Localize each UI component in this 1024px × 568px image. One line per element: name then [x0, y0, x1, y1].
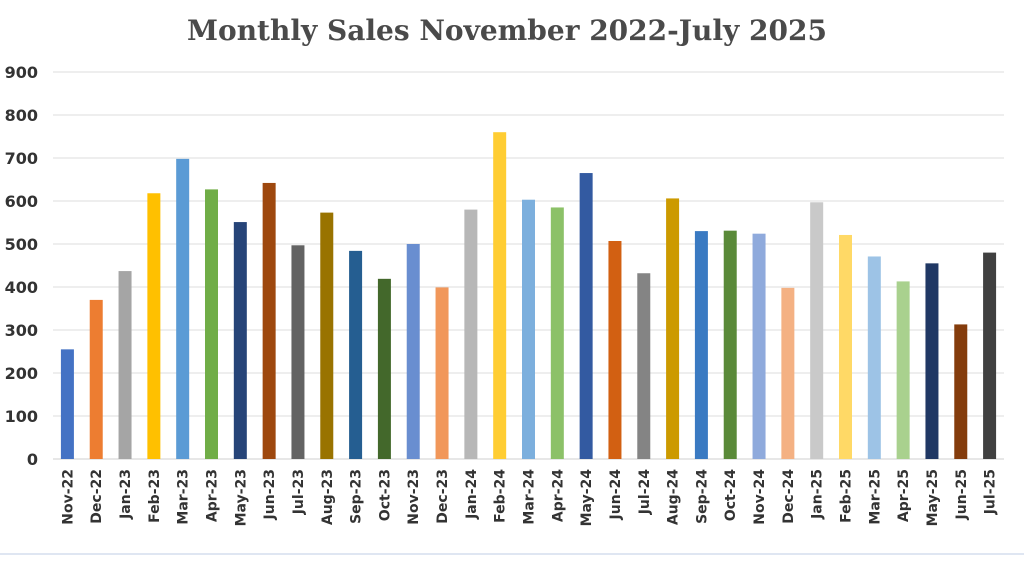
x-tick-label: Jun-24	[608, 469, 624, 521]
bar	[723, 230, 737, 459]
bar	[320, 212, 334, 459]
bar	[810, 202, 824, 460]
bar	[262, 182, 276, 459]
bar	[666, 198, 680, 460]
x-axis-tick-labels: Nov-22 Dec-22 Jan-23 Feb-23 Mar-23 Apr-23 May-…	[60, 469, 998, 527]
y-tick-label: 400	[5, 278, 38, 297]
bar	[377, 278, 391, 459]
x-tick-label: Feb-23	[147, 469, 163, 523]
x-tick-label: Dec-23	[435, 469, 451, 524]
x-tick-label: May-24	[579, 469, 595, 527]
x-tick-label: Dec-24	[781, 469, 797, 524]
x-tick-label: Aug-24	[666, 469, 682, 525]
bar	[925, 263, 939, 459]
x-tick-label: Jan-25	[810, 469, 826, 520]
x-tick-label: Apr-23	[205, 469, 221, 522]
x-tick-label: Jul-24	[637, 469, 653, 516]
x-tick-label: Apr-24	[550, 469, 566, 522]
x-tick-label: Jul-25	[983, 469, 999, 515]
bar	[349, 250, 363, 459]
bar	[839, 234, 852, 459]
x-tick-label: Jan-24	[464, 469, 480, 520]
bar	[983, 252, 997, 459]
x-tick-label: Mar-24	[522, 469, 538, 525]
bar	[781, 287, 795, 459]
bar	[406, 244, 420, 459]
x-tick-label: Sep-24	[694, 469, 710, 524]
y-tick-label: 700	[5, 149, 38, 168]
x-tick-label: Oct-23	[377, 469, 393, 521]
bar	[522, 199, 535, 459]
bar	[464, 209, 478, 459]
bar	[493, 132, 507, 459]
bar	[118, 271, 132, 459]
x-tick-label: Jan-23	[118, 469, 134, 520]
y-tick-label: 0	[27, 450, 38, 469]
y-tick-label: 100	[5, 407, 38, 426]
y-tick-label: 300	[5, 321, 38, 340]
x-tick-label: May-23	[233, 469, 249, 526]
bar	[233, 222, 247, 459]
bar	[752, 233, 766, 459]
bar	[435, 287, 449, 459]
y-tick-label: 200	[5, 364, 38, 383]
y-tick-label: 600	[5, 192, 38, 211]
bars	[60, 132, 997, 460]
bar	[291, 245, 305, 459]
bar	[89, 299, 103, 459]
x-tick-label: Nov-22	[60, 469, 76, 525]
bar	[205, 189, 218, 459]
bottom-divider	[0, 553, 1024, 555]
x-tick-label: Dec-22	[89, 469, 105, 524]
bar	[550, 207, 564, 459]
bar	[579, 173, 593, 460]
bar	[954, 324, 968, 459]
bar	[147, 193, 161, 459]
x-tick-label: Nov-24	[752, 469, 768, 525]
x-tick-label: Feb-25	[839, 469, 855, 523]
x-tick-label: Oct-24	[723, 469, 739, 521]
x-tick-label: Feb-24	[493, 469, 509, 523]
bar	[60, 349, 74, 459]
bar	[867, 256, 881, 459]
y-tick-label: 900	[5, 63, 38, 82]
y-tick-label: 800	[5, 106, 38, 125]
x-tick-label: Jul-23	[291, 469, 307, 515]
x-tick-label: May-25	[925, 469, 941, 526]
x-tick-label: Nov-23	[406, 469, 422, 525]
x-tick-label: Jun-23	[262, 469, 278, 520]
x-tick-label: Jun-25	[954, 469, 970, 520]
y-tick-label: 500	[5, 235, 38, 254]
x-tick-label: Mar-23	[176, 469, 192, 525]
x-tick-label: Mar-25	[867, 469, 883, 525]
bar	[608, 240, 622, 459]
x-tick-label: Apr-25	[896, 469, 912, 522]
chart-title: Monthly Sales November 2022-July 2025	[187, 14, 827, 47]
x-tick-label: Aug-23	[320, 469, 336, 525]
bar	[896, 281, 910, 459]
x-tick-label: Sep-23	[349, 469, 365, 524]
bar	[694, 231, 708, 459]
bar	[637, 273, 651, 459]
bar	[176, 158, 190, 460]
y-axis-tick-labels: 0 100 200 300 400 500 600 700 800 900	[5, 63, 38, 469]
